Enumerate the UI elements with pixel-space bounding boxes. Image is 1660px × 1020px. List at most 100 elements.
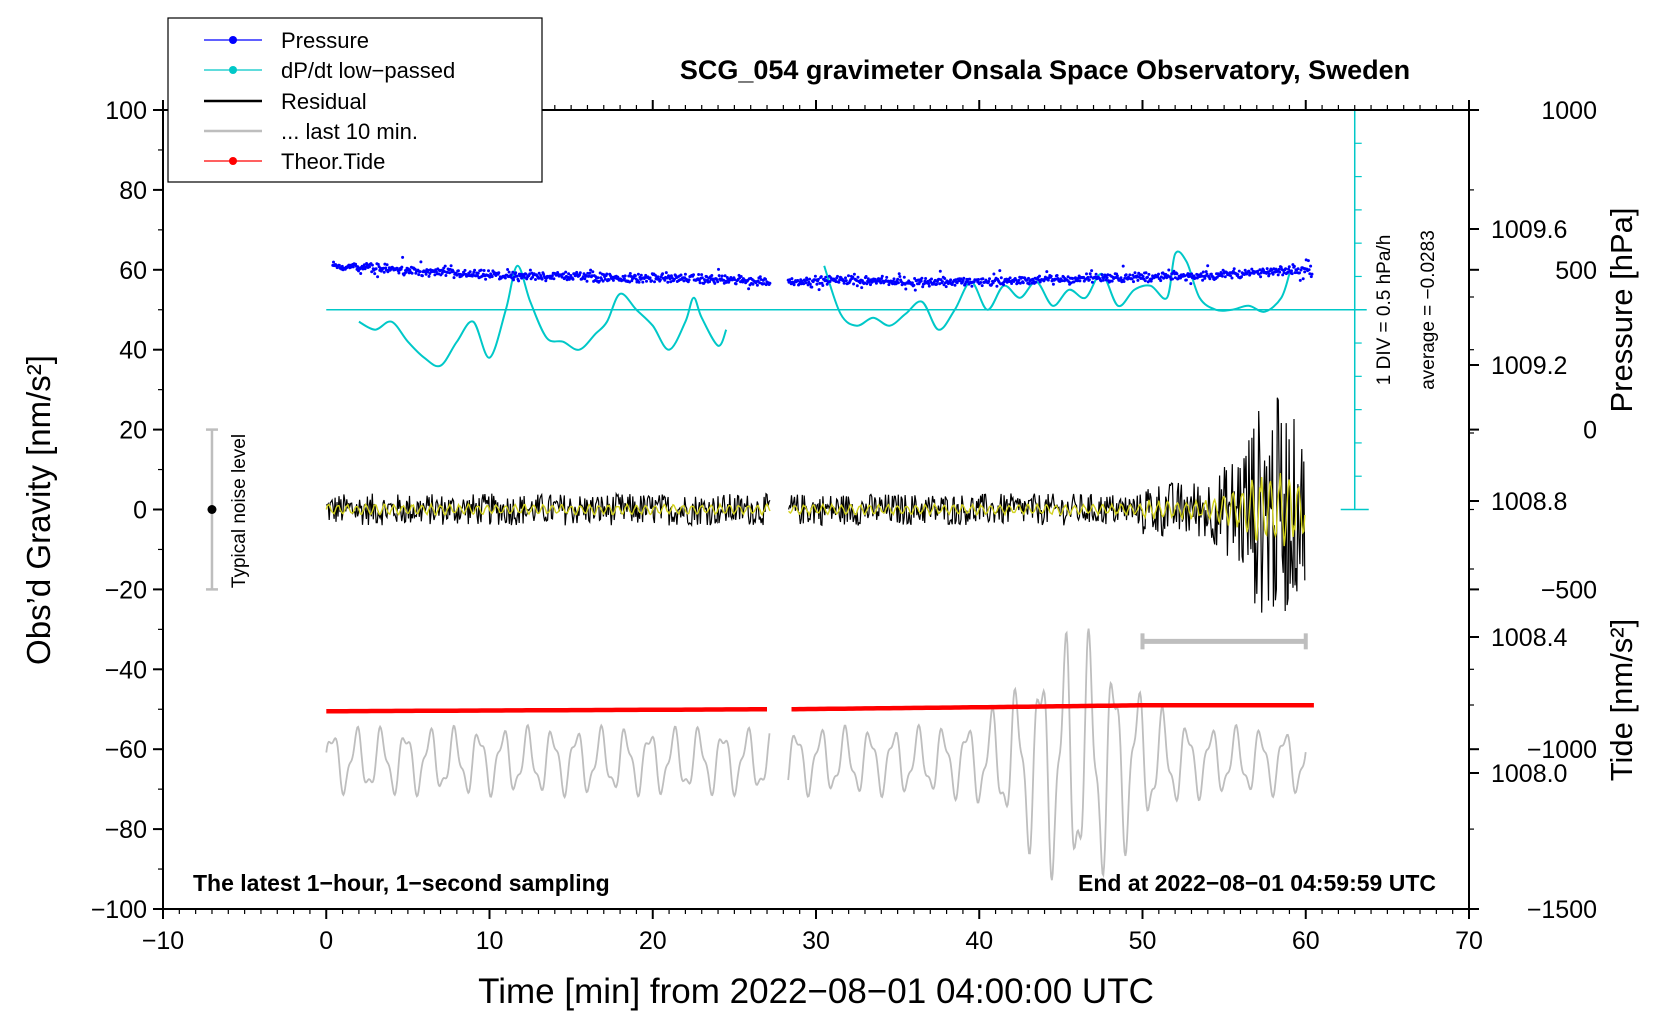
- footer-right-note: End at 2022−08−01 04:59:59 UTC: [1078, 870, 1436, 896]
- pressure-point: [1206, 264, 1210, 268]
- pressure-point: [578, 271, 582, 275]
- pressure-point: [1147, 272, 1151, 276]
- pressure-point: [1274, 267, 1278, 271]
- pressure-point: [598, 271, 602, 275]
- pressure-point: [1159, 279, 1163, 283]
- pressure-point: [1179, 276, 1182, 280]
- pressure-point: [1089, 275, 1093, 279]
- pressure-point: [400, 265, 404, 269]
- pressure-point: [408, 268, 412, 272]
- pressure-point: [514, 271, 518, 275]
- pressure-point: [796, 279, 800, 282]
- pressure-point: [1286, 270, 1290, 274]
- legend-label-tide: Theor.Tide: [281, 149, 385, 174]
- pressure-point: [1230, 276, 1234, 280]
- pressure-point: [1105, 276, 1109, 280]
- pressure-point: [482, 269, 486, 272]
- pressure-point: [623, 274, 627, 278]
- tide-tick-label: 1000: [1541, 97, 1597, 125]
- pressure-point: [590, 274, 594, 278]
- pressure-point: [507, 270, 511, 274]
- pressure-point: [451, 270, 455, 273]
- pressure-point: [1090, 280, 1094, 284]
- pressure-point: [1306, 259, 1310, 263]
- pressure-point: [607, 278, 611, 282]
- pressure-point: [1076, 279, 1080, 283]
- pressure-point: [898, 275, 902, 278]
- x-tick-label: 50: [1129, 927, 1157, 955]
- pressure-point: [1243, 268, 1247, 272]
- pressure-point: [1232, 267, 1236, 271]
- pressure-point: [885, 275, 889, 279]
- pressure-point: [611, 278, 615, 282]
- pressure-point: [1236, 273, 1240, 277]
- y-axis-label-pressure: Pressure [hPa]: [1604, 207, 1639, 412]
- series-last-10-min: [325, 628, 1307, 881]
- series-pressure: [331, 255, 1314, 292]
- pressure-point: [739, 275, 743, 278]
- pressure-point: [1310, 272, 1314, 276]
- pressure-point: [1168, 275, 1172, 279]
- pressure-point: [567, 272, 571, 276]
- pressure-point: [1267, 272, 1271, 276]
- x-tick-label: 40: [965, 927, 993, 955]
- pressure-point: [747, 287, 751, 291]
- x-tick-label: 70: [1455, 927, 1483, 955]
- pressure-point: [1027, 276, 1030, 280]
- pressure-point: [1287, 265, 1291, 269]
- pressure-point: [733, 278, 737, 281]
- y-tick-label: 0: [133, 497, 147, 525]
- pressure-point: [828, 280, 832, 283]
- pressure-point: [1279, 265, 1283, 269]
- pressure-point: [1049, 274, 1053, 278]
- pressure-point: [1074, 276, 1077, 280]
- pressure-point: [877, 277, 881, 281]
- pressure-point: [1128, 273, 1132, 277]
- pressure-point: [1298, 271, 1301, 275]
- pressure-point: [758, 275, 762, 279]
- series-dpdt-part2: [823, 250, 1291, 331]
- pressure-point: [717, 267, 720, 271]
- pressure-point: [764, 277, 767, 281]
- pressure-point: [1270, 268, 1274, 272]
- pressure-point: [816, 277, 820, 281]
- pressure-point: [1072, 280, 1076, 284]
- pressure-point: [713, 281, 717, 285]
- x-tick-label: 20: [639, 927, 667, 955]
- pressure-point: [700, 276, 704, 280]
- pressure-point: [497, 271, 501, 275]
- pressure-point: [855, 284, 859, 288]
- pressure-point: [443, 264, 447, 268]
- y-axis-label-left: Obs’d Gravity [nm/s²]: [20, 355, 57, 665]
- pressure-point: [1247, 269, 1251, 273]
- dpdt-average-label: average = −0.0283: [1418, 230, 1439, 390]
- pressure-point: [979, 281, 983, 284]
- pressure-point: [1087, 278, 1091, 282]
- pressure-point: [804, 281, 808, 285]
- pressure-point: [930, 277, 933, 281]
- dpdt-scale-label: 1 DIV = 0.5 hPa/h: [1374, 235, 1395, 386]
- axes-layer: −10 0 10 20 30 40 50 60 70100806040200−20−40−60−…: [91, 97, 1597, 955]
- legend-keys: [204, 36, 262, 165]
- pressure-point: [968, 277, 972, 281]
- pressure-point: [913, 288, 917, 292]
- pressure-point: [476, 271, 480, 275]
- pressure-point: [648, 276, 652, 280]
- pressure-point: [896, 277, 900, 281]
- pressure-point: [544, 279, 548, 283]
- legend-label-dpdt: dP/dt low−passed: [281, 58, 455, 83]
- pressure-point: [656, 275, 660, 279]
- pressure-point: [658, 278, 662, 282]
- y-tick-label: −60: [105, 736, 147, 764]
- pressure-point: [1308, 272, 1312, 276]
- pressure-point: [819, 275, 823, 279]
- pressure-point: [1051, 282, 1055, 286]
- pressure-point: [896, 281, 900, 285]
- pressure-point: [1262, 268, 1265, 272]
- pressure-tick-label: 1009.6: [1491, 216, 1567, 244]
- pressure-point: [919, 279, 923, 283]
- pressure-point: [1135, 274, 1139, 278]
- y-tick-label: −40: [105, 656, 147, 684]
- tide-tick-label: −1500: [1527, 896, 1597, 924]
